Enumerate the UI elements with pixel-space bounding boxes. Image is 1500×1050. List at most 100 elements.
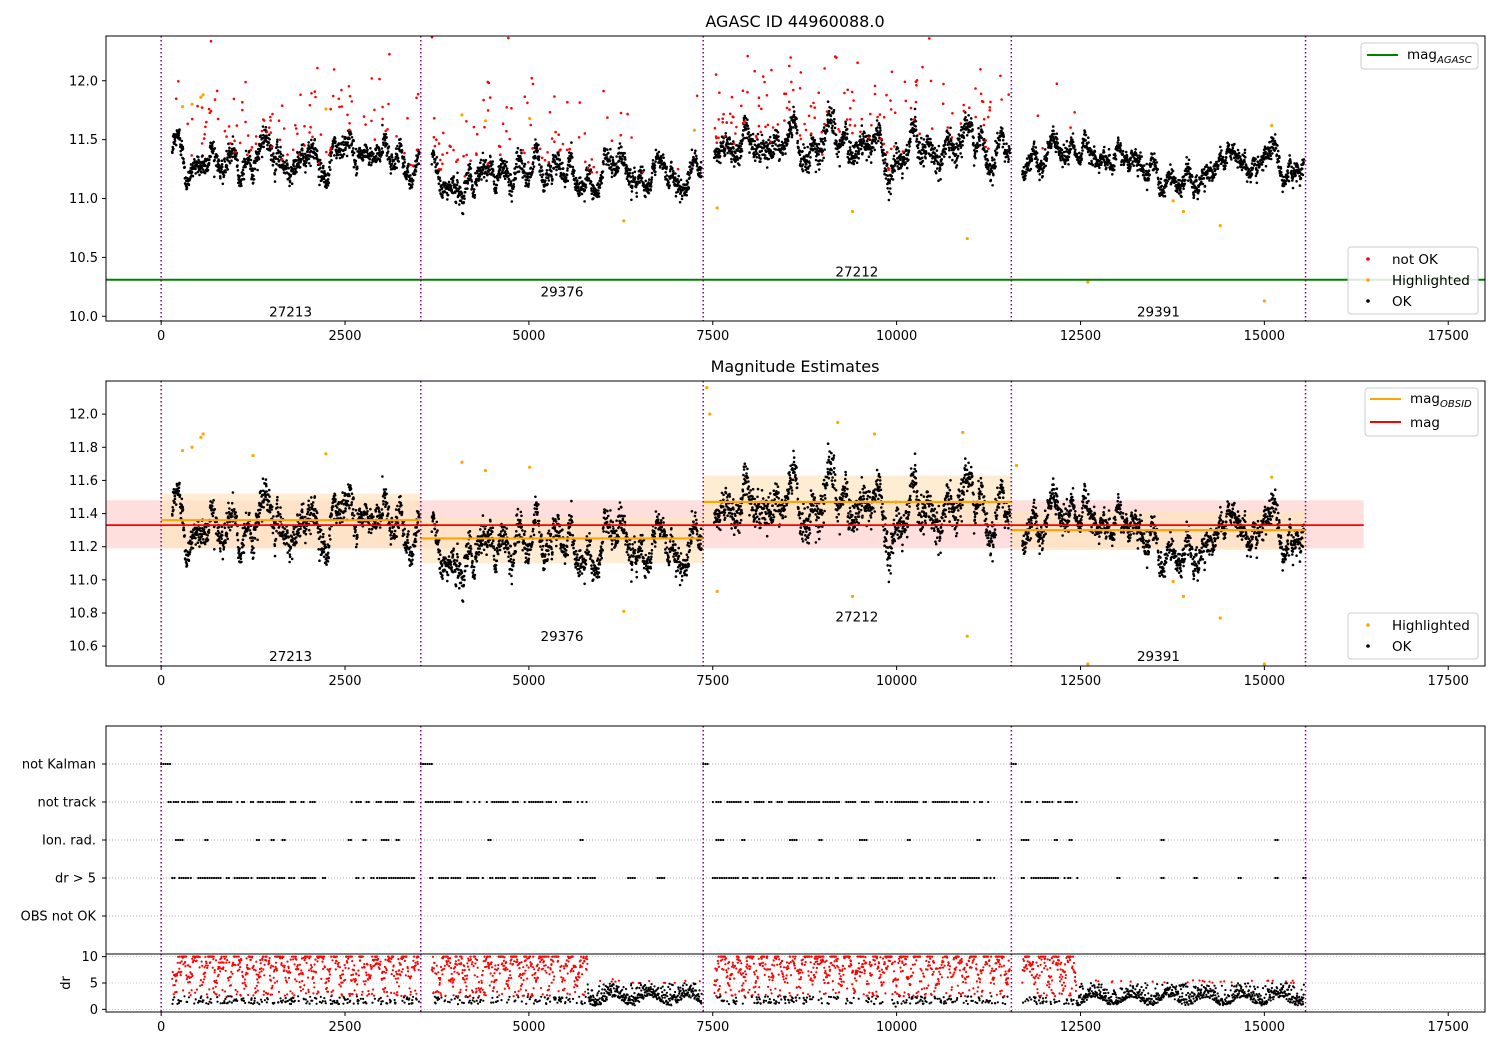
ok-point <box>823 137 827 140</box>
ok-point <box>387 145 391 148</box>
ok-point <box>1069 147 1073 151</box>
ok-point <box>792 105 795 109</box>
not-ok-point <box>186 122 189 126</box>
ok-point <box>396 156 400 160</box>
ok-point <box>177 134 181 137</box>
ok-point <box>888 181 891 185</box>
ok-point <box>1197 185 1200 188</box>
ok-point <box>201 154 204 157</box>
ok-point <box>223 160 227 163</box>
ok-point <box>830 119 833 122</box>
ok-point <box>884 158 887 161</box>
ok-point <box>555 168 558 172</box>
ok-point <box>1081 142 1085 145</box>
ok-point <box>924 145 927 149</box>
not-ok-point <box>843 91 846 95</box>
not-ok-point <box>799 137 803 141</box>
ok-point <box>827 125 831 128</box>
ok-point <box>413 173 417 176</box>
ok-point <box>905 166 909 170</box>
ok-point <box>997 145 1001 149</box>
ok-point <box>322 180 326 184</box>
ok-point <box>1105 166 1108 170</box>
ok-point <box>540 165 543 168</box>
ok-point <box>180 139 184 143</box>
ok-point <box>685 193 688 197</box>
ok-point <box>1034 146 1038 149</box>
ok-point <box>479 161 482 164</box>
ok-point <box>174 143 178 147</box>
ok-point <box>1024 174 1027 177</box>
ok-point <box>1029 167 1033 171</box>
ok-point <box>531 170 534 173</box>
ok-point <box>617 146 621 150</box>
ok-point <box>470 180 474 183</box>
ok-point <box>185 187 189 190</box>
ok-point <box>609 147 612 151</box>
ok-point <box>843 131 847 135</box>
ok-point <box>1206 172 1209 175</box>
ok-point <box>288 180 292 184</box>
ok-point <box>774 143 777 146</box>
ok-point <box>352 139 355 143</box>
ok-point <box>1067 163 1070 166</box>
ok-point <box>676 178 679 181</box>
ok-point <box>700 166 703 170</box>
ok-point <box>395 166 399 170</box>
ok-point <box>603 149 607 153</box>
not-ok-point <box>244 120 247 124</box>
not-ok-point <box>979 68 982 71</box>
ok-point <box>389 172 393 175</box>
ok-point <box>342 140 345 144</box>
ok-point <box>653 173 657 177</box>
not-ok-point <box>941 102 945 105</box>
not-ok-point <box>373 138 377 141</box>
ok-point <box>808 150 812 154</box>
ok-point <box>646 185 649 188</box>
ok-point <box>200 171 203 174</box>
ok-point <box>988 173 991 176</box>
ok-point <box>1111 173 1114 176</box>
ok-point <box>699 160 703 164</box>
ok-point <box>1073 145 1076 149</box>
not-ok-point <box>873 92 877 96</box>
not-ok-point <box>849 118 852 121</box>
ok-point <box>1275 153 1279 156</box>
ok-point <box>830 107 833 110</box>
ok-point <box>846 132 849 136</box>
ok-point <box>1112 168 1116 172</box>
not-ok-point <box>783 119 786 122</box>
ok-point <box>197 158 200 162</box>
not-ok-point <box>882 115 886 119</box>
ok-point <box>765 141 768 144</box>
ok-point <box>947 146 951 150</box>
ok-point <box>943 143 947 146</box>
ok-point <box>1052 129 1055 133</box>
not-ok-point <box>267 126 271 129</box>
ok-point <box>914 120 918 123</box>
ok-point <box>647 191 651 195</box>
ok-point <box>296 155 300 159</box>
ok-point <box>1145 188 1149 192</box>
ok-point <box>1142 168 1145 172</box>
not-ok-point <box>837 128 840 131</box>
ok-point <box>1091 163 1095 167</box>
not-ok-point <box>286 153 289 156</box>
not-ok-point <box>982 123 986 127</box>
ok-point <box>378 160 382 163</box>
not-ok-point <box>303 124 306 128</box>
ok-point <box>462 200 466 204</box>
not-ok-point <box>241 108 244 112</box>
not-ok-point <box>760 107 763 111</box>
ok-point <box>563 185 567 189</box>
ok-point <box>366 148 369 152</box>
not-ok-point <box>849 106 852 110</box>
ok-point <box>410 186 414 189</box>
ok-point <box>638 181 641 184</box>
ok-point <box>624 158 627 161</box>
ok-point <box>761 139 765 143</box>
ok-point <box>1274 147 1278 150</box>
not-ok-point <box>889 99 892 102</box>
not-ok-point <box>403 151 406 155</box>
ok-point <box>384 132 388 136</box>
